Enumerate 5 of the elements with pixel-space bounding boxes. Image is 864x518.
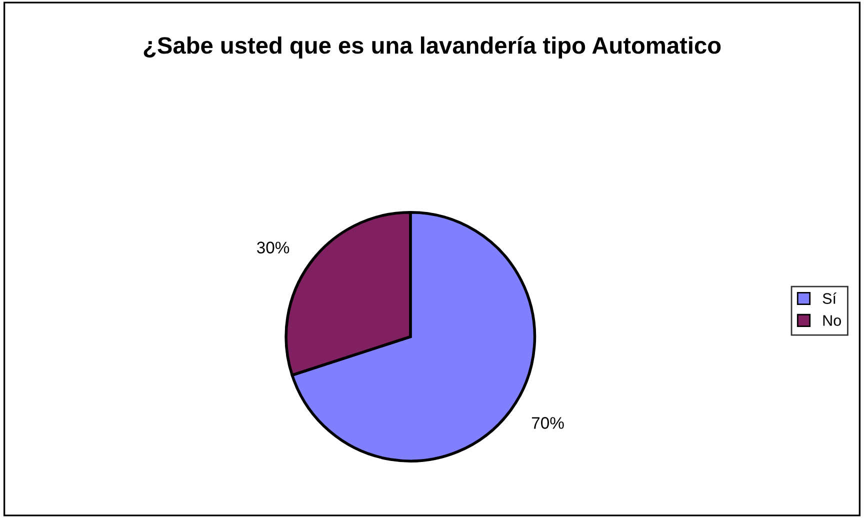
legend-label: No	[823, 315, 841, 326]
data-label: 30%	[256, 242, 290, 254]
legend-label: Sí	[822, 292, 836, 304]
chart-title: ¿Sabe usted que es una lavandería tipo Automatico	[144, 36, 721, 58]
data-label: 70%	[532, 417, 564, 429]
